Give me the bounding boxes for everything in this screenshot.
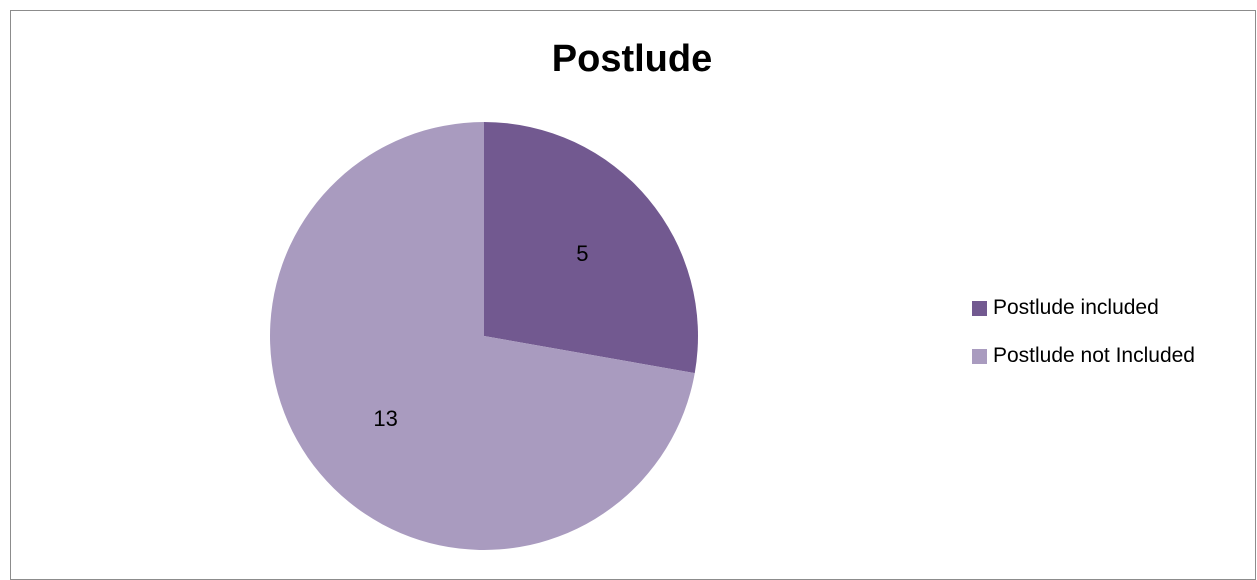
pie-data-labels: 5 13 [373, 241, 588, 431]
legend-item-postlude-included: Postlude included [972, 296, 1195, 320]
legend-item-postlude-not-included: Postlude not Included [972, 344, 1195, 368]
legend-swatch-postlude-included [972, 300, 987, 316]
data-label-postlude-not-included: 13 [373, 406, 397, 431]
data-label-postlude-included: 5 [576, 241, 588, 266]
legend: Postlude included Postlude not Included [972, 296, 1195, 392]
legend-label: Postlude not Included [993, 344, 1195, 367]
legend-swatch-postlude-not-included [972, 348, 987, 364]
chart-title: Postlude [551, 38, 713, 80]
pie-slices [269, 122, 698, 550]
pie-slice-postlude-not-included [269, 122, 695, 550]
pie-slice-postlude-included [484, 122, 698, 374]
legend-label: Postlude included [993, 296, 1159, 319]
